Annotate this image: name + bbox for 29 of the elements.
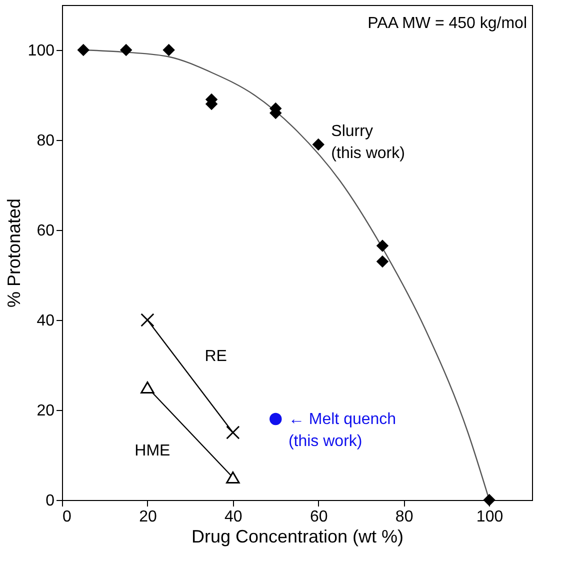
point xyxy=(162,44,175,56)
y-tick-label: 40 xyxy=(36,312,55,330)
series-label: RE xyxy=(204,348,227,365)
y-tick-label: 20 xyxy=(36,402,55,420)
point xyxy=(376,240,389,252)
x-tick-label: 40 xyxy=(224,508,242,526)
y-tick-label: 60 xyxy=(36,222,55,240)
y-axis-title: % Protonated xyxy=(4,198,24,308)
x-tick-label: 0 xyxy=(62,508,72,526)
point xyxy=(312,138,324,151)
point xyxy=(270,412,282,426)
x-tick-label: 100 xyxy=(476,508,504,526)
series-label: Slurry (this work) xyxy=(331,123,405,162)
y-tick-label: 80 xyxy=(36,132,55,150)
point xyxy=(376,255,389,268)
point xyxy=(483,494,496,506)
x-tick-label: 20 xyxy=(139,508,157,526)
point xyxy=(120,44,132,56)
x-axis-title: Drug Concentration (wt %) xyxy=(191,526,404,546)
series-label: ← Melt quench (this work) xyxy=(288,411,396,450)
point xyxy=(77,44,90,56)
point xyxy=(226,426,240,440)
y-tick-label: 0 xyxy=(46,492,55,510)
point xyxy=(140,313,154,327)
series-label: HME xyxy=(134,442,170,460)
annotation: PAA MW = 450 kg/mol xyxy=(368,15,527,32)
y-tick-label: 100 xyxy=(28,42,55,60)
x-tick-label: 80 xyxy=(395,508,414,526)
x-tick-label: 60 xyxy=(310,508,328,526)
